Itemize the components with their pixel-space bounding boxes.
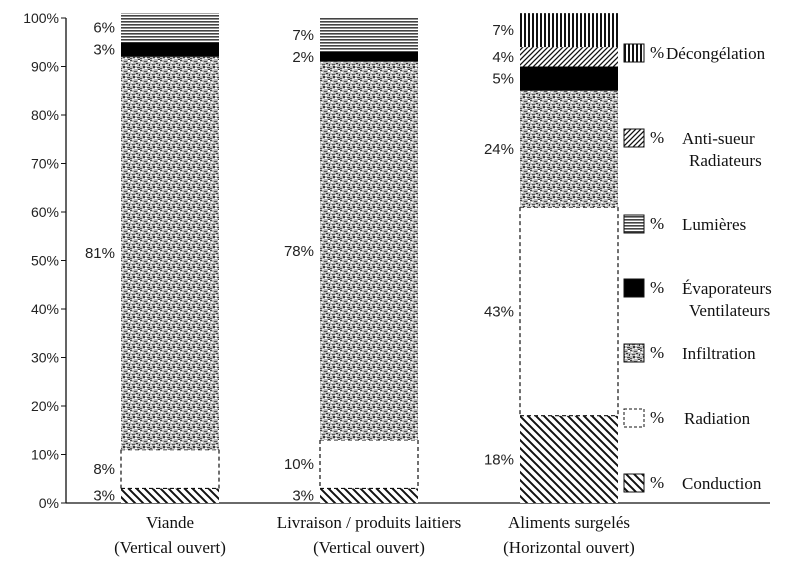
y-tick-label: 0%: [39, 495, 59, 511]
data-label: 5%: [492, 71, 514, 88]
bar-segment-conduction: [320, 488, 418, 503]
bar-segment-evaporateurs: [320, 51, 418, 62]
y-tick-label: 90%: [31, 59, 59, 75]
legend-label: Évaporateurs: [682, 279, 772, 298]
y-tick-label: 80%: [31, 107, 59, 123]
data-label: 7%: [292, 27, 314, 44]
bar-segment-lumieres: [320, 18, 418, 52]
bar-segment-conduction: [121, 488, 219, 503]
bar-segment-infiltration: [121, 56, 219, 450]
legend-label: Conduction: [682, 474, 762, 493]
x-category-label: (Horizontal ouvert): [503, 538, 635, 557]
legend-item-conduction: % Conduction: [623, 473, 762, 493]
bar-segment-infiltration: [320, 61, 418, 440]
legend-item-evaporateurs: % Évaporateurs Ventilateurs: [623, 278, 772, 320]
legend-label: Lumières: [682, 215, 746, 234]
legend-item-infiltration: % Infiltration: [623, 343, 756, 363]
legend-item-radiation: % Radiation: [623, 408, 751, 428]
y-tick-label: 20%: [31, 398, 59, 414]
legend-item-decongelation: % Décongélation: [623, 43, 766, 63]
legend-swatch: [623, 408, 645, 428]
data-label: 43%: [484, 303, 514, 320]
legend-label: Radiateurs: [689, 151, 762, 170]
bar-segment-radiation: [320, 439, 418, 489]
category-labels: Viande (Vertical ouvert) Livraison / produ…: [114, 513, 635, 557]
legend-prefix: %: [650, 278, 664, 297]
x-category-label: Viande: [146, 513, 194, 532]
x-category-label: (Vertical ouvert): [313, 538, 425, 557]
data-label: 6%: [93, 20, 115, 37]
y-tick-label: 60%: [31, 204, 59, 220]
legend-prefix: %: [650, 473, 664, 492]
legend-item-antisueur: % Anti-sueur Radiateurs: [623, 128, 762, 170]
data-label: 78%: [284, 243, 314, 260]
bar-segment-evaporateurs: [121, 42, 219, 57]
legend-swatch: [623, 43, 645, 63]
x-category-label: Livraison / produits laitiers: [277, 513, 462, 532]
bar-segment-radiation: [121, 449, 219, 489]
bar-segment-antisueur: [520, 47, 618, 67]
y-tick-label: 30%: [31, 350, 59, 366]
legend-swatch: [623, 128, 645, 148]
legend-prefix: %: [650, 214, 664, 233]
data-label: 7%: [492, 22, 514, 39]
data-label: 3%: [93, 488, 115, 505]
bar-segment-conduction: [520, 415, 618, 503]
bar-segment-evaporateurs: [520, 66, 618, 91]
data-label: 3%: [292, 488, 314, 505]
legend-item-lumieres: % Lumières: [623, 214, 746, 234]
legend-label: Anti-sueur: [682, 129, 755, 148]
data-label: 81%: [85, 245, 115, 262]
x-category-label: (Vertical ouvert): [114, 538, 226, 557]
data-label: 4%: [492, 49, 514, 66]
bar-segment-lumieres: [121, 13, 219, 43]
legend-prefix: %: [650, 128, 664, 147]
x-category-label: Aliments surgelés: [508, 513, 630, 532]
data-label: 8%: [93, 461, 115, 478]
data-label: 24%: [484, 141, 514, 158]
bar-segment-decongelation: [520, 13, 618, 48]
legend-label: Décongélation: [666, 44, 766, 63]
data-label: 3%: [93, 42, 115, 59]
bar-segment-radiation: [520, 207, 618, 416]
data-label: 10%: [284, 456, 314, 473]
legend-prefix: %: [650, 343, 664, 362]
data-label: 2%: [292, 49, 314, 66]
legend-prefix: %: [650, 408, 664, 427]
bar-segment-infiltration: [520, 90, 618, 208]
y-tick-label: 40%: [31, 301, 59, 317]
legend-label: Infiltration: [682, 344, 756, 363]
y-axis: 0% 10% 20% 30% 40% 50% 60% 70% 80% 90% 100%: [23, 10, 770, 511]
y-tick-label: 100%: [23, 10, 59, 26]
bars: [120, 13, 619, 503]
legend-prefix: %: [650, 43, 664, 62]
y-tick-label: 10%: [31, 447, 59, 463]
legend-swatch: [623, 473, 645, 493]
data-label: 18%: [484, 451, 514, 468]
data-labels: 3% 8% 81% 3% 6% 3% 10% 78% 2% 7% 18% 43% 24% 5% 4% 7%: [85, 20, 514, 505]
y-tick-label: 50%: [31, 253, 59, 269]
legend-swatch: [623, 278, 645, 298]
legend-label: Ventilateurs: [689, 301, 770, 320]
legend-label: Radiation: [684, 409, 751, 428]
legend-swatch: [623, 343, 645, 363]
y-tick-label: 70%: [31, 156, 59, 172]
legend-swatch: [623, 214, 645, 234]
